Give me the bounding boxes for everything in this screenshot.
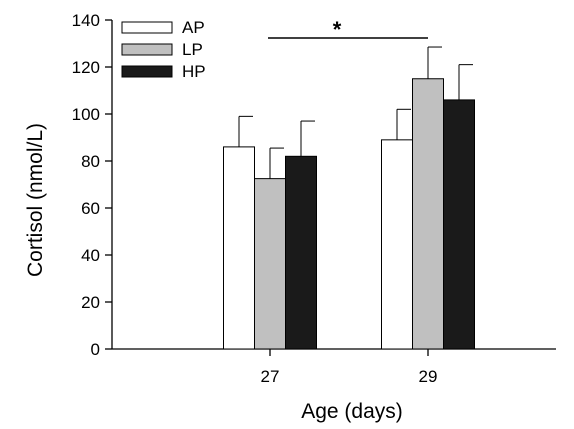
significance-star: *: [333, 17, 342, 42]
y-tick-label: 120: [72, 58, 100, 77]
y-tick-label: 60: [81, 199, 100, 218]
y-tick-label: 100: [72, 105, 100, 124]
bar-ap-29: [381, 139, 413, 350]
legend-swatch-hp: [121, 65, 173, 78]
bars: [223, 78, 475, 350]
axes: 0 20 40 60 80 100 120 140 27 29: [72, 11, 556, 386]
bar-hp-27: [285, 155, 317, 350]
legend-label-hp: HP: [182, 62, 206, 81]
bar-lp-29: [412, 78, 444, 350]
legend-label-ap: AP: [182, 18, 205, 37]
bar-lp-27: [254, 178, 286, 350]
bar-hp-29: [443, 99, 475, 350]
legend-swatch-lp: [121, 43, 173, 56]
y-tick-label: 140: [72, 11, 100, 30]
legend: AP LP HP: [121, 18, 206, 81]
y-tick-label: 80: [81, 152, 100, 171]
x-tick-label: 27: [261, 367, 280, 386]
annotations: *: [268, 17, 428, 42]
error-bars: [238, 46, 473, 179]
y-axis-label: Cortisol (nmol/L): [24, 123, 47, 277]
y-tick-label: 0: [91, 340, 100, 359]
x-axis-label: Age (days): [301, 400, 403, 423]
x-tick-label: 29: [419, 367, 438, 386]
y-tick-label: 20: [81, 293, 100, 312]
legend-swatch-ap: [121, 21, 173, 34]
y-tick-label: 40: [81, 246, 100, 265]
bar-ap-27: [223, 146, 255, 350]
legend-label-lp: LP: [182, 40, 203, 59]
